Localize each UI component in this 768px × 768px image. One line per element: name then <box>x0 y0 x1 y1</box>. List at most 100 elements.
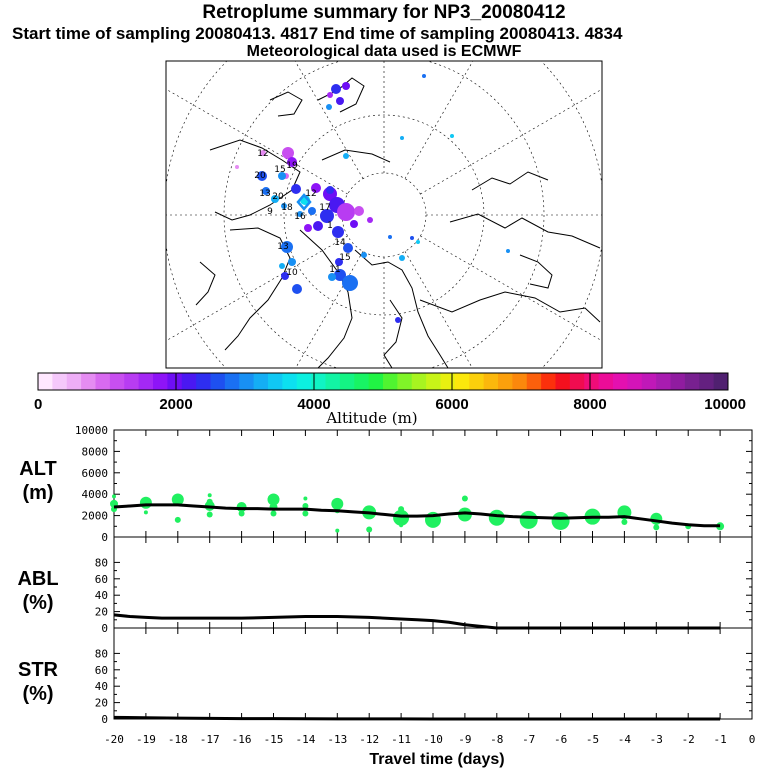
abl-line <box>113 613 721 630</box>
alt-cluster-point <box>551 511 570 530</box>
y-axis-label-line: STR <box>18 659 59 681</box>
colorbar-cell <box>397 373 413 390</box>
trajectory-cluster-marker <box>282 147 294 159</box>
y-tick-label: 0 <box>101 622 108 635</box>
colorbar-cell <box>124 373 140 390</box>
alt-cluster-point <box>488 509 505 526</box>
trajectory-cluster-marker <box>235 165 239 169</box>
y-axis-label: ABL (%) <box>17 568 58 614</box>
trajectory-cluster-marker <box>281 272 289 280</box>
alt-cluster-point <box>143 510 148 515</box>
x-tick-label: -2 <box>682 733 695 746</box>
x-tick-label: -20 <box>104 733 124 746</box>
colorbar-cell <box>282 373 298 390</box>
y-tick-label: 40 <box>95 589 108 602</box>
latitude-circle <box>223 61 545 368</box>
colorbar-cell <box>498 373 513 390</box>
cluster-number: 1 <box>327 221 333 231</box>
colorbar-cell <box>684 373 700 390</box>
x-tick-label: -14 <box>295 733 315 746</box>
trajectory-cluster-marker <box>332 226 344 238</box>
cluster-number: 12 <box>305 189 316 199</box>
sampling-time-line: Start time of sampling 20080413. 4817 En… <box>12 24 623 43</box>
x-tick-label: -17 <box>200 733 220 746</box>
cluster-number: 20 <box>272 192 284 202</box>
y-axis-label-line: (%) <box>22 683 53 705</box>
trajectory-cluster-marker <box>343 243 353 253</box>
trajectory-cluster-marker <box>336 97 344 105</box>
y-tick-label: 60 <box>95 664 108 677</box>
colorbar-tick-label: 6000 <box>435 396 468 413</box>
panel-abl: 80 60 40 20 0 ABL (%) <box>17 536 753 635</box>
trajectory-cluster-marker <box>281 203 287 209</box>
colorbar-tick-label: 4000 <box>297 396 330 413</box>
colorbar-tick-label: 0 <box>34 396 42 413</box>
colorbar-tick-label: 8000 <box>573 396 606 413</box>
colorbar-cell <box>383 373 398 390</box>
alt-cluster-point <box>206 511 213 518</box>
alt-cluster-point <box>393 509 410 526</box>
x-tick-label: -1 <box>713 733 726 746</box>
x-tick-label: -15 <box>264 733 284 746</box>
trajectory-cluster-marker <box>506 249 510 253</box>
x-axis-label: Travel time (days) <box>369 751 504 768</box>
alt-cluster-point <box>112 494 116 499</box>
trajectory-cluster-marker <box>291 184 301 194</box>
trajectory-cluster-marker <box>257 171 267 181</box>
colorbar-tick-label: 10000 <box>704 396 746 413</box>
x-tick-label: -12 <box>359 733 379 746</box>
x-tick-label: -5 <box>586 733 599 746</box>
colorbar-cell <box>95 373 111 390</box>
x-tick-label: -18 <box>168 733 188 746</box>
colorbar-cell <box>656 373 671 390</box>
colorbar-cell <box>613 373 628 390</box>
alt-cluster-point <box>302 502 309 509</box>
colorbar: 0 2000 4000 6000 8000 10000 Altitude (m) <box>34 372 746 427</box>
y-axis-label-line: (m) <box>22 482 53 504</box>
y-axis-label: STR (%) <box>18 659 59 705</box>
trajectory-cluster-marker <box>450 134 454 138</box>
colorbar-cell <box>598 373 614 390</box>
x-tick-label: -19 <box>136 733 156 746</box>
alt-cluster-point <box>399 523 404 528</box>
colorbar-cell <box>454 373 470 390</box>
cluster-number: 13 <box>277 242 288 252</box>
colorbar-cell <box>641 373 657 390</box>
alt-cluster-point <box>207 493 212 498</box>
y-tick-label: 0 <box>101 531 108 544</box>
coastline <box>299 229 353 368</box>
colorbar-cell <box>109 373 125 390</box>
str-line <box>113 715 721 721</box>
colorbar-label: Altitude (m) <box>325 409 417 427</box>
alt-cluster-point <box>174 516 181 523</box>
colorbar-frame <box>37 372 729 391</box>
trajectory-cluster-marker <box>335 258 343 266</box>
cluster-number: 11 <box>329 265 340 275</box>
coastline <box>354 249 449 368</box>
coastline <box>471 171 549 191</box>
y-tick-label: 2000 <box>82 510 109 523</box>
trajectory-cluster-marker <box>342 275 358 291</box>
alt-cluster-point <box>366 526 373 533</box>
panel-frame <box>113 536 753 629</box>
x-tick-label: -3 <box>650 733 663 746</box>
alt-cluster-point <box>653 524 660 531</box>
cluster-number: 15 <box>339 253 350 263</box>
trajectory-cluster-marker <box>388 235 392 239</box>
alt-cluster-point <box>331 497 344 510</box>
colorbar-cell <box>569 373 585 390</box>
release-site-marker <box>296 193 312 211</box>
alt-mean-line <box>113 503 721 528</box>
colorbar-cell <box>469 373 485 390</box>
trajectory-cluster-marker <box>326 186 334 194</box>
trajectory-cluster-marker <box>308 207 316 215</box>
x-tick-label: -4 <box>618 733 632 746</box>
colorbar-cell <box>38 373 53 390</box>
y-tick-label: 80 <box>95 647 108 660</box>
trajectory-cluster-marker <box>334 269 346 281</box>
cluster-number: 19 <box>286 161 298 171</box>
coastline <box>519 254 553 289</box>
alt-cluster-point <box>171 493 184 506</box>
trajectory-cluster-marker <box>400 136 404 140</box>
